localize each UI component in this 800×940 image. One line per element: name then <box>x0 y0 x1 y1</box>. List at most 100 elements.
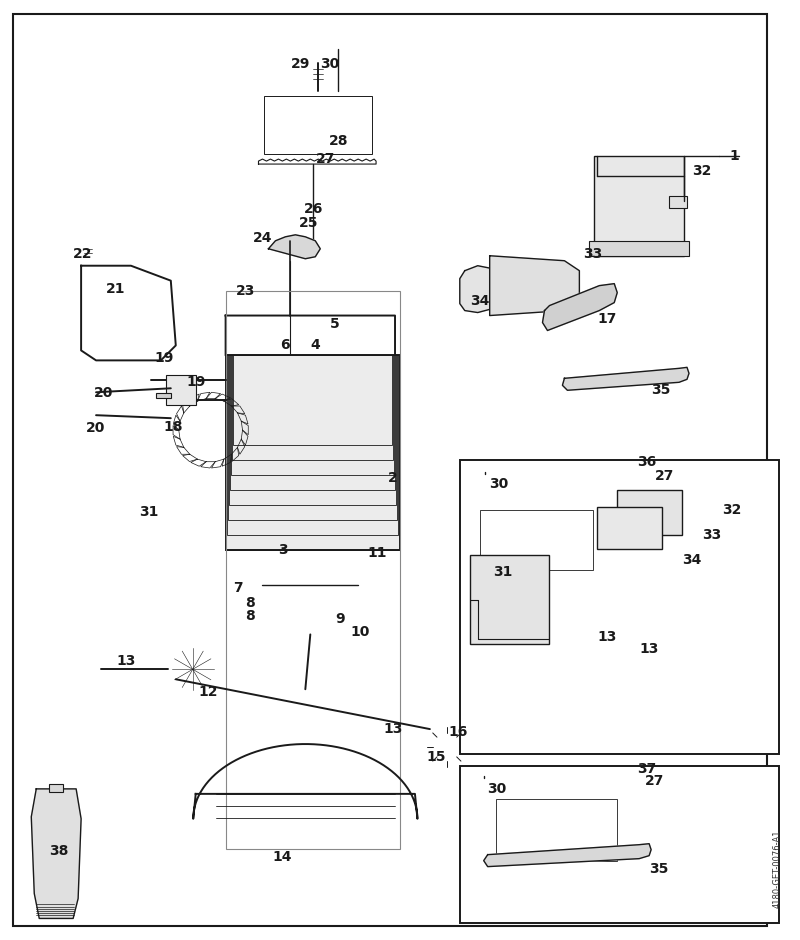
Text: 14: 14 <box>273 850 292 864</box>
Bar <box>156 393 170 399</box>
Text: 31: 31 <box>493 565 512 579</box>
Circle shape <box>378 373 392 387</box>
Polygon shape <box>191 459 206 466</box>
Polygon shape <box>177 406 184 421</box>
Circle shape <box>649 161 679 191</box>
Text: 27: 27 <box>654 469 674 483</box>
Text: 35: 35 <box>650 862 669 876</box>
Circle shape <box>396 699 440 743</box>
Text: 17: 17 <box>598 311 617 325</box>
Polygon shape <box>231 447 238 462</box>
Text: 19: 19 <box>154 352 174 366</box>
Text: 19: 19 <box>186 375 206 389</box>
Ellipse shape <box>549 270 561 287</box>
Circle shape <box>307 190 319 202</box>
Ellipse shape <box>662 494 673 502</box>
FancyBboxPatch shape <box>469 497 604 583</box>
Circle shape <box>433 733 461 761</box>
Bar <box>230 355 395 490</box>
Circle shape <box>642 846 649 854</box>
Text: 18: 18 <box>163 420 182 434</box>
Circle shape <box>378 483 392 497</box>
Polygon shape <box>224 399 238 406</box>
Bar <box>226 355 400 550</box>
Circle shape <box>270 784 340 854</box>
Circle shape <box>311 52 326 66</box>
Circle shape <box>274 140 283 150</box>
Text: 38: 38 <box>50 844 69 857</box>
Text: 36: 36 <box>638 455 657 469</box>
Polygon shape <box>198 392 210 401</box>
Text: 32: 32 <box>692 164 712 178</box>
Polygon shape <box>215 394 230 401</box>
Circle shape <box>584 618 624 657</box>
Bar <box>460 460 778 754</box>
Text: 4: 4 <box>310 338 320 352</box>
Text: 33: 33 <box>702 527 722 541</box>
Text: 12: 12 <box>199 685 218 699</box>
Circle shape <box>224 373 238 387</box>
Text: 24: 24 <box>253 231 272 244</box>
Bar <box>226 355 398 535</box>
Ellipse shape <box>611 509 637 529</box>
Circle shape <box>642 209 666 233</box>
Circle shape <box>80 248 96 264</box>
Text: 34: 34 <box>682 553 702 567</box>
Circle shape <box>168 645 218 695</box>
Text: 20: 20 <box>94 386 114 400</box>
Circle shape <box>258 345 368 455</box>
Polygon shape <box>242 431 248 445</box>
Bar <box>618 490 682 535</box>
Text: 13: 13 <box>116 654 136 668</box>
Polygon shape <box>201 462 215 468</box>
Text: 10: 10 <box>350 625 370 639</box>
Polygon shape <box>231 406 245 414</box>
Circle shape <box>488 592 502 606</box>
Bar <box>226 290 400 849</box>
Circle shape <box>298 686 314 702</box>
Text: 27: 27 <box>315 152 335 166</box>
Text: 33: 33 <box>582 247 602 260</box>
Circle shape <box>286 309 294 318</box>
Circle shape <box>353 140 363 150</box>
Text: 35: 35 <box>651 384 670 398</box>
Polygon shape <box>238 439 245 454</box>
Bar <box>166 375 196 405</box>
Circle shape <box>602 164 646 208</box>
Bar <box>460 766 778 923</box>
Circle shape <box>622 624 662 665</box>
Text: 23: 23 <box>236 284 255 298</box>
Text: 20: 20 <box>86 421 106 435</box>
Text: 16: 16 <box>448 725 467 739</box>
Polygon shape <box>460 266 493 312</box>
Text: 32: 32 <box>722 503 742 517</box>
Bar <box>228 355 397 520</box>
Circle shape <box>103 395 119 411</box>
Circle shape <box>610 172 638 200</box>
Circle shape <box>119 299 139 319</box>
Polygon shape <box>562 368 689 390</box>
Bar <box>480 509 594 570</box>
Text: 34: 34 <box>470 293 490 307</box>
Bar <box>470 555 550 645</box>
Polygon shape <box>173 426 180 439</box>
Polygon shape <box>211 459 224 468</box>
Text: 13: 13 <box>383 722 402 736</box>
Circle shape <box>286 239 294 247</box>
Bar <box>669 196 687 208</box>
Bar <box>496 799 618 861</box>
Bar <box>226 355 400 550</box>
Circle shape <box>656 168 672 184</box>
Circle shape <box>302 107 334 139</box>
Circle shape <box>388 791 402 806</box>
Text: 13: 13 <box>598 631 617 645</box>
Text: 3: 3 <box>278 542 288 556</box>
Circle shape <box>353 580 363 589</box>
Polygon shape <box>226 316 395 360</box>
Polygon shape <box>490 256 579 316</box>
Polygon shape <box>194 744 418 819</box>
Text: 6: 6 <box>281 338 290 352</box>
Ellipse shape <box>630 492 658 514</box>
Polygon shape <box>177 446 190 454</box>
Polygon shape <box>81 266 176 360</box>
